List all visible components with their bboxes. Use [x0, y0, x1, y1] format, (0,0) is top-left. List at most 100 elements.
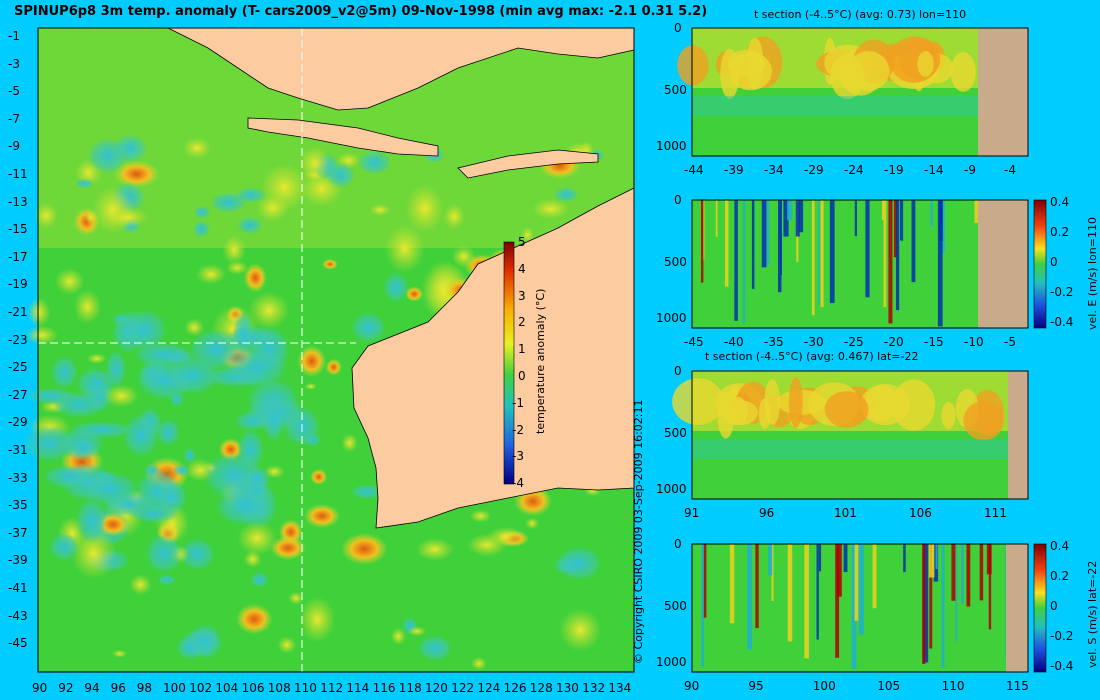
map-ytick-label: -35: [8, 498, 28, 513]
map-eddy: [248, 291, 290, 330]
map-ytick-label: -43: [8, 608, 28, 623]
map-xtick-label: 128: [529, 681, 553, 695]
section-velocity-band: [747, 544, 753, 650]
panel-xtick-label: -29: [804, 163, 824, 177]
section-velocity-band: [883, 200, 887, 308]
map-cool-eddy: [71, 438, 97, 457]
map-ytick-label: -5: [8, 84, 20, 99]
map-ytick-label: -7: [8, 111, 20, 126]
section-velocity-band: [818, 544, 822, 572]
map-cool-eddy: [263, 398, 285, 443]
section-velocity-band: [951, 544, 956, 601]
map-ytick-label: -3: [8, 56, 20, 71]
section-warm-cell: [824, 391, 869, 428]
map-cool-eddy: [122, 414, 159, 457]
section-velocity-band: [937, 200, 943, 327]
section-velocity-band: [922, 544, 926, 664]
section-background: [692, 200, 1028, 328]
section-velocity-band: [928, 544, 935, 578]
map-cool-eddy: [121, 309, 168, 352]
section-velocity-band: [835, 544, 840, 658]
map-eddy: [243, 550, 262, 568]
map-eddy: [532, 198, 570, 220]
map-eddy: [157, 574, 176, 585]
colorbar-tick-label: 0: [518, 369, 526, 383]
map-ytick-label: -41: [8, 581, 28, 595]
section-velocity-band: [780, 200, 782, 276]
panel-ytick-label: 0: [674, 364, 682, 378]
section-velocity-band: [979, 544, 984, 601]
map-xtick-label: 126: [503, 681, 527, 695]
section-velocity-band: [766, 200, 770, 265]
map-ytick-label: -1: [8, 29, 20, 43]
panel-2-colorbar: [1033, 199, 1047, 329]
map-eddy: [466, 533, 508, 557]
map-eddy: [250, 572, 269, 588]
map-eddy: [107, 207, 149, 228]
panel-2-velocity-east-section: [691, 199, 1029, 329]
section-velocity-band: [816, 544, 819, 640]
map-eddy: [183, 447, 196, 463]
colorbar-tick-label: 2: [518, 315, 526, 330]
section-velocity-band: [903, 544, 906, 573]
panel-xtick-label: -39: [724, 163, 744, 177]
panel-1-title: t section (-4..5°C) (avg: 0.73) lon=110: [754, 8, 967, 21]
panel-colorbar-tick: -0.4: [1050, 659, 1074, 673]
section-velocity-band: [929, 544, 933, 649]
map-ytick-label: -31: [8, 443, 28, 457]
section-velocity-band: [955, 544, 958, 642]
timor-island: [457, 149, 599, 179]
colorbar-tick-label: 4: [518, 261, 526, 276]
panel-ytick-label: 500: [664, 255, 687, 269]
colorbar-label: temperature anomaly (°C): [534, 288, 547, 434]
map-ytick-label: -39: [8, 553, 28, 568]
map-eddy: [237, 521, 278, 556]
panel-2-colorbar-label: vel. E (m/s) lon=110: [1086, 217, 1099, 330]
panel-xtick-label: -34: [764, 163, 784, 177]
panel-xtick-label: -30: [804, 335, 824, 349]
section-warm-cell: [727, 396, 748, 425]
map-eddy: [75, 178, 94, 189]
colorbar-tick-label: 5: [518, 235, 526, 249]
section-velocity-band: [700, 200, 704, 283]
panel-ytick-label: 1000: [656, 139, 687, 153]
panel-xtick-label: -45: [684, 335, 704, 349]
section-velocity-band: [820, 200, 824, 307]
section-warm-cell: [963, 401, 1004, 441]
panel-colorbar-tick: 0.4: [1050, 195, 1070, 209]
map-ytick-label: -25: [8, 360, 28, 375]
map-cool-eddy: [82, 472, 139, 507]
map-warm-eddy: [304, 504, 340, 528]
panel-xtick-label: -20: [884, 335, 904, 349]
section-warm-cell: [830, 54, 865, 99]
section-velocity-band: [988, 544, 992, 630]
map-eddy: [182, 137, 212, 159]
section-velocity-band: [787, 544, 793, 642]
section-velocity-band: [729, 544, 735, 624]
map-eddy: [556, 546, 602, 581]
panel-xtick-label: 90: [684, 679, 700, 693]
section-velocity-band: [787, 200, 793, 221]
panel-ytick-label: 1000: [656, 311, 687, 325]
map-ytick-label: -21: [8, 305, 28, 319]
map-eddy: [405, 286, 424, 302]
section-velocity-band: [701, 544, 704, 667]
panel-colorbar-tick: -0.2: [1050, 285, 1074, 299]
map-eddy: [156, 419, 181, 446]
map-xtick-label: 134: [608, 681, 632, 695]
section-velocity-band: [768, 544, 773, 576]
map-eddy: [210, 192, 247, 213]
panel-4-velocity-south-section: [691, 543, 1029, 673]
section-velocity-band: [702, 544, 707, 618]
section-velocity-band: [881, 200, 884, 221]
map-eddy: [277, 636, 297, 654]
map-xtick-label: 116: [372, 681, 396, 695]
panel-colorbar-tick: 0: [1050, 599, 1058, 613]
section-warm-cell: [677, 45, 709, 86]
map-eddy: [415, 537, 455, 562]
panel-colorbar-tick: -0.2: [1050, 629, 1074, 643]
map-eddy: [351, 312, 386, 343]
section-velocity-band: [966, 544, 971, 607]
map-eddy: [357, 150, 392, 175]
section-velocity-band: [930, 200, 933, 227]
